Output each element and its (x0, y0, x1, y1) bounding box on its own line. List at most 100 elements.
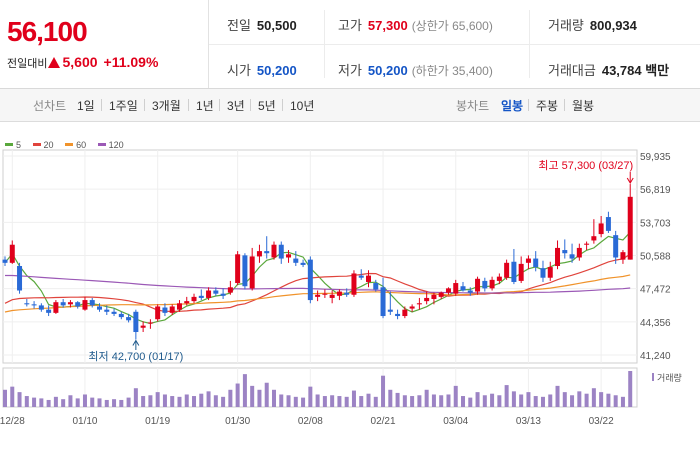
prev-close-stat: 전일 50,500 (227, 15, 297, 34)
range-5y-button[interactable]: 5년 (258, 99, 276, 113)
volume-bar (68, 395, 73, 407)
volume-bar (264, 382, 269, 407)
volume-plot-frame (2, 367, 638, 408)
volume-bar (388, 389, 393, 407)
high-annotation: 최고 57,300 (03/27) (538, 159, 633, 172)
range-1d-button[interactable]: 1일 (77, 99, 95, 113)
legend-ma60-label: 60 (76, 140, 87, 150)
range-3y-button[interactable]: 3년 (227, 99, 245, 113)
volume-bar (90, 397, 95, 407)
volume-bar (606, 393, 611, 407)
stats-column-divider (529, 10, 530, 78)
candle-body (264, 251, 270, 254)
open-label: 시가 (227, 63, 251, 78)
chart-toolbar: 선차트 1일 1주일 3개월 1년 3년 5년 10년 봉차트 일봉 주봉 월봉 (0, 89, 700, 122)
volume-bar (628, 371, 633, 407)
volume-bar (446, 394, 451, 407)
candle-body (227, 287, 233, 293)
candle-body (242, 255, 248, 287)
volume-bar (620, 396, 625, 407)
legend-ma20: 20 (32, 140, 54, 150)
candle-body (591, 236, 597, 241)
range-3m-button[interactable]: 3개월 (152, 99, 181, 113)
volume-bar (162, 394, 167, 407)
price-box: 56,100 전일대비 5,600 +11.09% (0, 0, 209, 88)
candle-body (206, 290, 212, 298)
volume-value: 800,934 (589, 18, 637, 33)
volume-bar (555, 385, 560, 407)
volume-bar (562, 392, 567, 407)
quote-header: 56,100 전일대비 5,600 +11.09% 전일 50,500 고가 57,30… (0, 0, 700, 89)
candle-body (118, 313, 124, 318)
volume-bar (453, 385, 458, 407)
volume-bar (199, 393, 204, 407)
volume-bar (97, 398, 102, 407)
volume-bar (475, 392, 480, 407)
candle-body (53, 302, 59, 313)
candle-body (235, 254, 241, 284)
volume-bar (337, 396, 342, 407)
candle-body (89, 300, 95, 306)
x-tick-label: 03/13 (516, 416, 541, 427)
volume-bar (206, 391, 211, 407)
candle-body (540, 268, 546, 278)
x-tick-label: 03/22 (589, 416, 614, 427)
range-1y-button[interactable]: 1년 (196, 99, 214, 113)
candle-body (176, 303, 182, 310)
candle-body (256, 251, 262, 257)
ma-legend: 5 20 60 120 (5, 140, 133, 150)
candle-body (191, 296, 197, 302)
low-arrowhead (132, 339, 140, 346)
ma5-line (4, 231, 631, 325)
toolbar-separator (101, 99, 102, 111)
volume-bar (213, 395, 218, 407)
candle-body (17, 266, 23, 291)
volume-bar (395, 392, 400, 407)
candle-body (351, 273, 357, 295)
volume-bar (599, 392, 604, 407)
volume-bar (351, 390, 356, 407)
volume-bar (366, 393, 371, 407)
candle-body (322, 293, 328, 295)
volume-bar (104, 399, 109, 407)
candle-body (402, 309, 408, 317)
volume-bar (46, 399, 51, 407)
x-tick-label: 02/21 (371, 416, 396, 427)
volume-bar (17, 392, 22, 407)
candle-body (249, 256, 255, 289)
volume-bar (221, 396, 226, 407)
volume-bar (533, 396, 538, 407)
volume-bar (75, 398, 80, 407)
volume-label: 거래량 (548, 18, 584, 33)
period-weekly-button[interactable]: 주봉 (536, 99, 559, 113)
y-tick-label: 56,819 (640, 185, 671, 196)
turnover-value: 43,784 백만 (601, 63, 670, 78)
volume-bar (279, 394, 284, 407)
ma120-line (5, 274, 631, 294)
period-daily-button[interactable]: 일봉 (501, 99, 524, 113)
x-tick-label: 02/08 (298, 416, 323, 427)
range-1w-button[interactable]: 1주일 (109, 99, 138, 113)
candle-body (162, 307, 168, 313)
stats-column-divider (324, 10, 325, 78)
candle-body (431, 294, 437, 300)
candle-body (133, 311, 139, 333)
volume-bar (126, 397, 131, 407)
up-triangle-icon (48, 57, 61, 68)
volume-bar (141, 396, 146, 407)
prev-close-value: 50,500 (256, 18, 297, 33)
toolbar-separator (250, 99, 251, 111)
volume-bar (526, 392, 531, 407)
candle-body (627, 196, 633, 260)
period-monthly-button[interactable]: 월봉 (572, 99, 595, 113)
volume-bar (53, 396, 58, 407)
range-10y-button[interactable]: 10년 (290, 99, 315, 113)
candle-body (496, 276, 502, 281)
volume-bar (286, 395, 291, 407)
prev-close-label: 전일 (227, 18, 251, 33)
candle-body (424, 297, 430, 302)
candle-body (613, 235, 619, 258)
volume-bar (10, 386, 15, 407)
candle-body (104, 309, 110, 312)
candle-body (184, 301, 190, 304)
